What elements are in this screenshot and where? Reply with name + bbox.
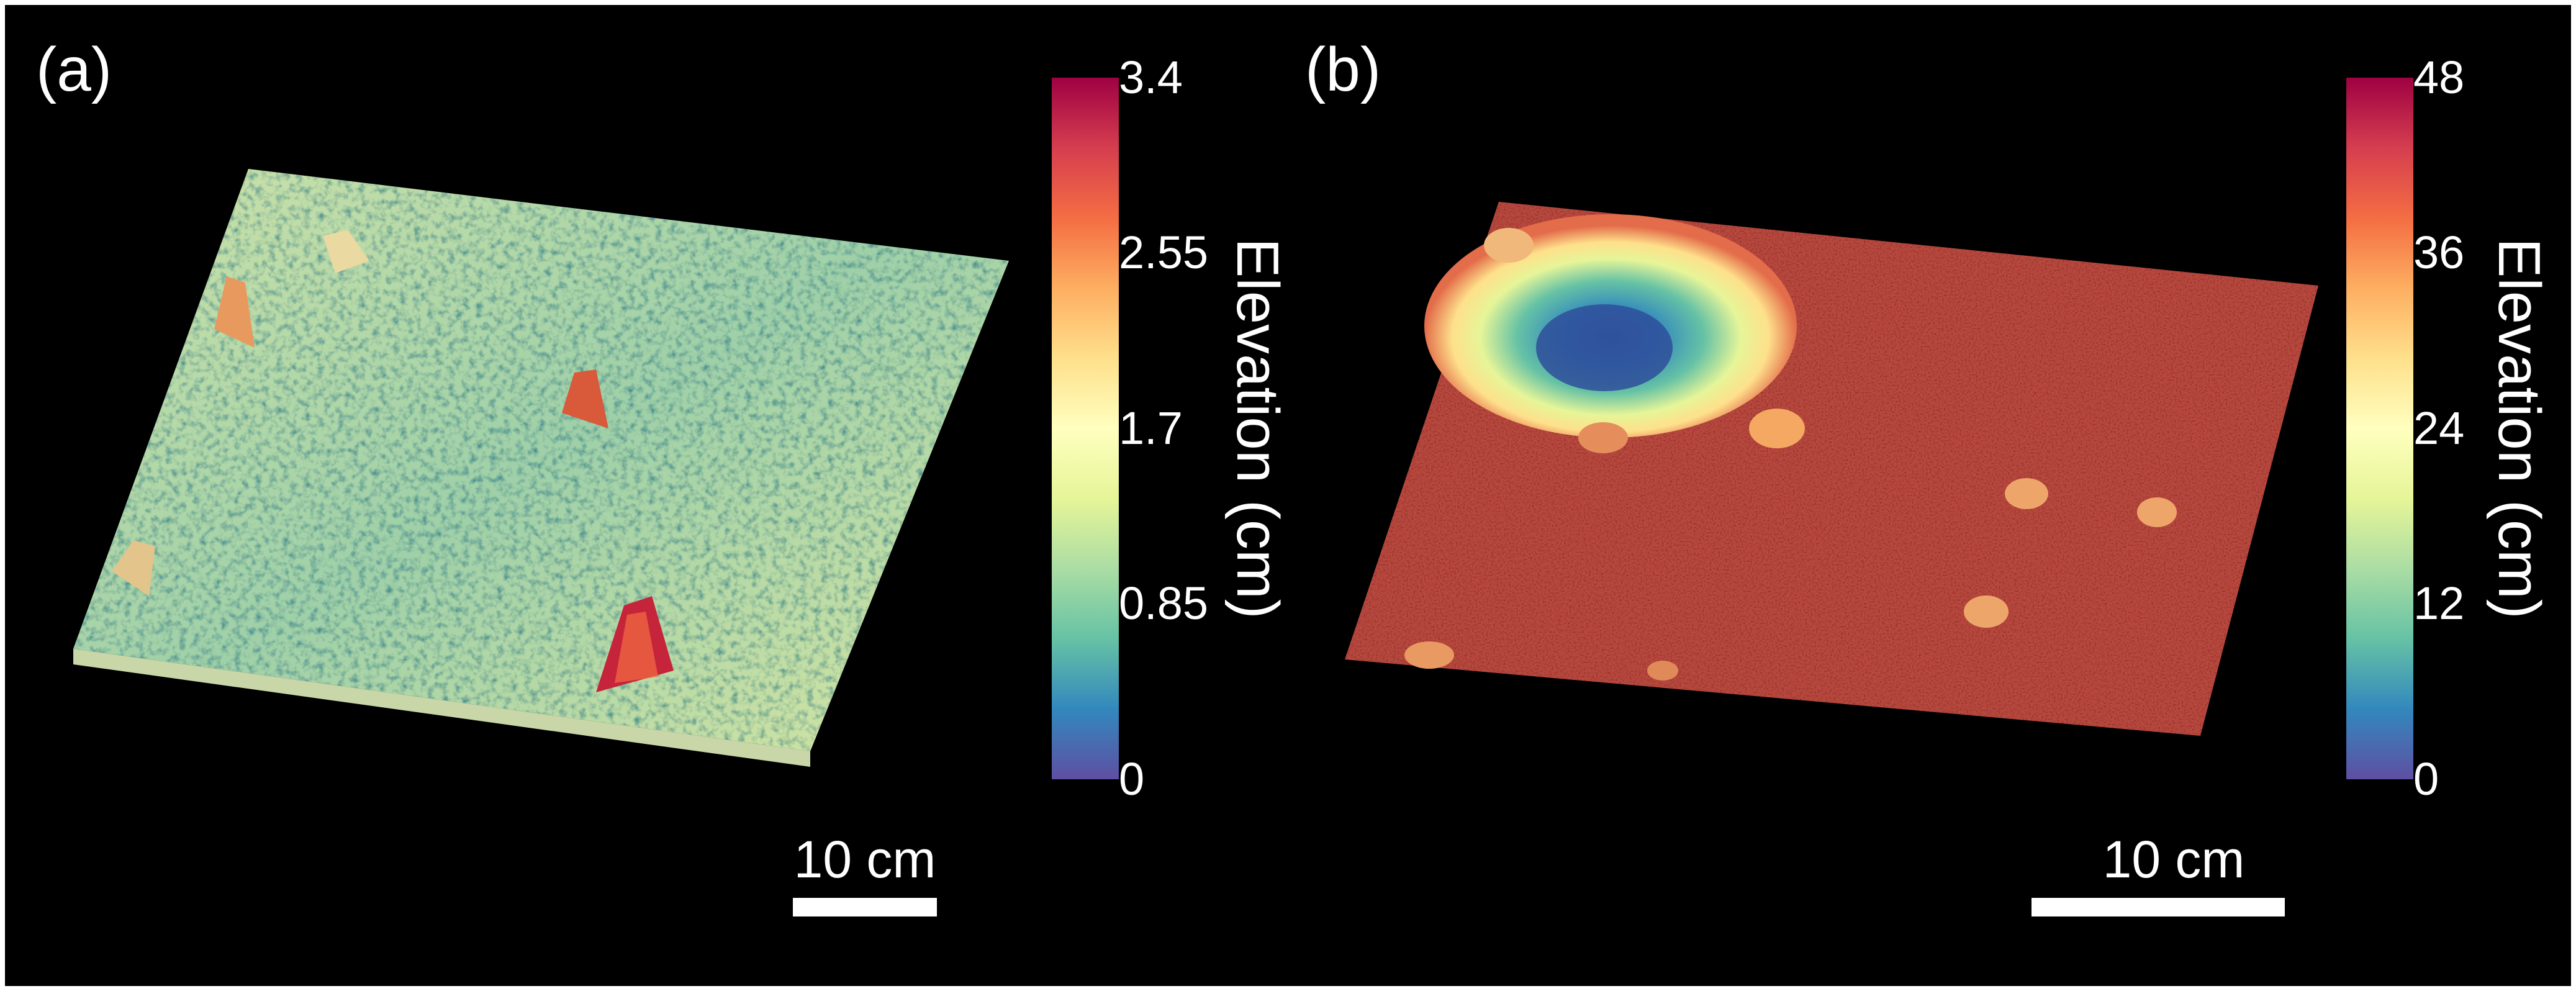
panel-a-colorbar-tick: 0 [1119,753,1145,805]
panel-b-colorbar [2346,78,2413,779]
panel-b-colorbar-tick: 36 [2413,227,2465,278]
panel-a-colorbar-tick: 3.4 [1119,52,1183,103]
panel-a-colorbar-tick: 2.55 [1119,227,1209,278]
panel-a-colorbar [1052,78,1119,779]
panel-a: (a) 3.4 2.55 1.7 0.85 0 Elevati [36,35,1291,916]
panel-b-scale-bar-label: 10 cm [2102,830,2245,889]
panel-b-bump [2137,497,2177,527]
panel-b-crater-floor [1536,304,1673,391]
panel-b-colorbar-tick: 12 [2413,577,2465,629]
panel-b-bump [1647,661,1678,681]
panel-a-peak-small [214,276,255,348]
panel-b-colorbar-title: Elevation (cm) [2486,238,2552,619]
panel-b-bump [2005,478,2048,509]
panel-b-bump [1404,641,1454,669]
panel-a-colorbar-title: Elevation (cm) [1224,238,1291,619]
panel-a-bump-1 [112,540,155,596]
panel-b-bump [1484,228,1534,263]
panel-b-terrain-surface [1345,202,2318,736]
panel-a-scale-bar [793,898,937,916]
panel-b: (b) [1288,0,2576,991]
panel-a-bump-2 [323,230,369,273]
panel-b-label: (b) [1305,35,1381,104]
panel-a-peak-large-highlight [615,612,658,683]
panel-a-label: (a) [36,35,112,104]
panel-a-scale-bar-label: 10 cm [793,830,936,889]
panel-a-terrain-surface [73,169,1009,767]
panel-a-terrain-edge [73,649,810,767]
panel-b-bump [1578,422,1628,453]
panel-b-colorbar-tick: 24 [2413,402,2465,454]
panel-b-colorbar-tick: 0 [2413,753,2439,805]
panel-b-scale-bar [2031,898,2285,916]
panel-a-colorbar-tick: 0.85 [1119,577,1209,629]
panel-a-colorbar-tick: 1.7 [1119,402,1183,454]
panel-b-colorbar-tick: 48 [2413,52,2465,103]
panel-b-bump [1749,409,1805,448]
panel-a-peak-medium [562,369,608,428]
panel-b-bump [1964,595,2009,628]
panel-a-terrain-plane [73,169,1009,751]
